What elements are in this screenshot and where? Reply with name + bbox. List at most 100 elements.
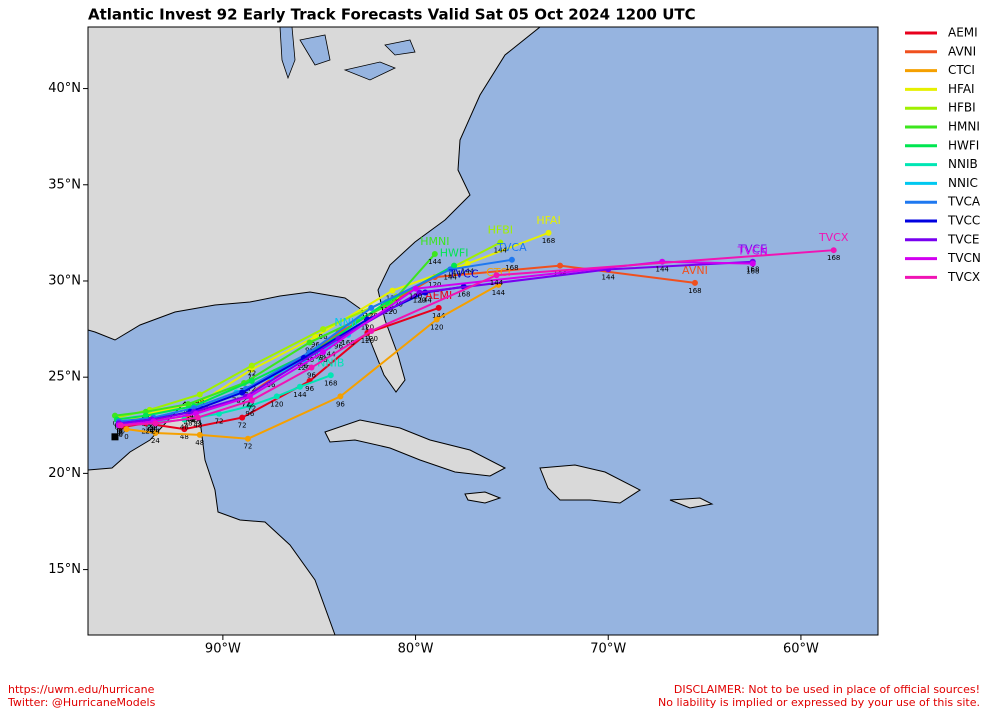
tau-label: 48 — [180, 433, 189, 441]
track-point — [246, 403, 253, 410]
y-tick-label: 40°N — [48, 81, 81, 96]
track-point — [320, 326, 327, 333]
tau-label: 144 — [322, 350, 336, 358]
track-point — [194, 414, 201, 421]
tau-label: 168 — [457, 291, 470, 299]
map-title: Atlantic Invest 92 Early Track Forecasts… — [88, 6, 696, 24]
legend: AEMI AVNI CTCI HFAI HFBI HMNI HWFI NNIB NNIC TVCA… — [905, 26, 981, 284]
tau-label: 0 — [119, 431, 123, 439]
track-point — [152, 429, 159, 436]
track-point — [320, 349, 327, 356]
track-point — [337, 393, 344, 400]
tau-label: 24 — [145, 425, 154, 433]
track-end-label: HFAI — [536, 214, 560, 227]
track-end-label: TVCX — [818, 231, 849, 244]
tau-label: 120 — [409, 293, 422, 301]
track-point — [239, 414, 246, 421]
tau-label: 48 — [190, 416, 199, 424]
track-point — [464, 260, 471, 267]
tau-label: 144 — [656, 266, 670, 274]
track-point — [248, 378, 255, 385]
track-point — [123, 426, 130, 433]
tau-label: 72 — [245, 400, 254, 408]
track-point — [196, 431, 203, 438]
tau-label: 120 — [390, 300, 403, 308]
tau-label: 120 — [361, 323, 374, 331]
track-end-label: TVCA — [496, 241, 527, 254]
tau-label: 24 — [151, 427, 160, 435]
track-point — [308, 364, 315, 371]
tau-label: 48 — [191, 418, 200, 426]
tau-label: 0 — [113, 420, 117, 428]
legend-label: TVCC — [947, 214, 980, 228]
track-point — [239, 389, 246, 396]
track-point — [248, 397, 255, 404]
tau-label: 144 — [447, 270, 461, 278]
map-area: 024487296120144AEMI024487296120144168AVN… — [88, 27, 878, 635]
track-point — [117, 422, 124, 429]
track-end-label: HWFI — [440, 247, 469, 260]
tau-label: 72 — [238, 397, 247, 405]
tau-label: 168 — [505, 264, 518, 272]
track-end-label: TVCN — [737, 245, 768, 258]
x-tick-label: 60°W — [783, 642, 819, 657]
tau-label: 0 — [117, 427, 121, 435]
tau-label: 96 — [299, 362, 308, 370]
footer-right: No liability is implied or expressed by … — [658, 696, 980, 709]
tau-label: 144 — [293, 391, 307, 399]
track-point — [142, 412, 149, 419]
land — [88, 27, 714, 635]
tau-label: 120 — [297, 364, 310, 372]
y-tick-label: 20°N — [48, 466, 81, 481]
tau-label: 72 — [242, 400, 251, 408]
tau-label: 48 — [195, 439, 204, 447]
tau-label: 168 — [324, 379, 337, 387]
track-point — [152, 420, 159, 427]
footer-left: https://uwm.edu/hurricane — [8, 683, 155, 696]
track-point — [296, 383, 303, 390]
legend-label: TVCA — [947, 195, 981, 209]
track-point — [244, 435, 251, 442]
tau-label: 72 — [242, 400, 251, 408]
tau-label: 168 — [341, 339, 354, 347]
tau-label: 168 — [688, 287, 701, 295]
tau-label: 0 — [117, 425, 121, 433]
tau-label: 144 — [444, 273, 458, 281]
y-tick-label: 15°N — [48, 562, 81, 577]
legend-label: HWFI — [948, 138, 979, 152]
track-point — [306, 339, 313, 346]
tau-label: 144 — [432, 312, 446, 320]
tau-label: 144 — [602, 273, 616, 281]
legend-label: HMNI — [948, 120, 980, 134]
track-point — [557, 262, 564, 269]
tau-label: 120 — [413, 297, 426, 305]
legend-label: CTCI — [948, 63, 975, 77]
tau-label: 24 — [147, 424, 156, 432]
tau-label: 72 — [247, 370, 256, 378]
x-tick-label: 80°W — [398, 642, 434, 657]
track-end-label: AVNI — [682, 264, 708, 277]
tau-label: 0 — [124, 433, 128, 441]
tau-label: 120 — [430, 323, 443, 331]
track-point — [691, 279, 698, 286]
track-end-label: TVCC — [448, 268, 479, 281]
tau-label: 96 — [307, 372, 316, 380]
tau-label: 0 — [119, 429, 123, 437]
lakes — [279, 27, 416, 81]
tau-label: 144 — [490, 279, 504, 287]
tau-label: 96 — [311, 341, 320, 349]
tau-label: 96 — [305, 385, 314, 393]
tau-label: 24 — [151, 437, 160, 445]
tau-label: 0 — [117, 427, 121, 435]
tau-label: 96 — [334, 343, 343, 351]
track-point — [545, 229, 552, 236]
tau-label: 144 — [461, 268, 475, 276]
tau-label: 144 — [419, 297, 433, 305]
y-tick-label: 35°N — [48, 177, 81, 192]
track-point — [368, 304, 375, 311]
tau-label: 144 — [492, 289, 506, 297]
legend-label: NNIB — [948, 157, 978, 171]
track-point — [431, 251, 438, 258]
legend-label: TVCX — [947, 270, 980, 284]
track-line — [120, 249, 834, 427]
